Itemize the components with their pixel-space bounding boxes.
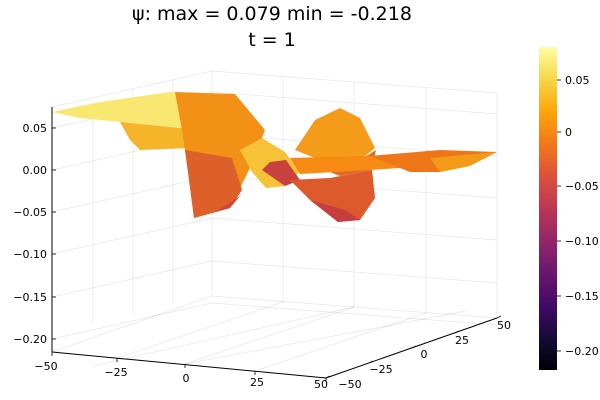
- surface-valley-mid: [262, 160, 300, 186]
- x-tick-label: −50: [34, 360, 57, 373]
- z-tick-label: 0.00: [23, 164, 48, 177]
- surface: [52, 92, 497, 222]
- colorbar: 0.05 0 −0.05 −0.10 −0.15 −0.20: [539, 47, 599, 370]
- colorbar-gradient: [539, 47, 557, 370]
- x-tick-label: 0: [183, 372, 190, 385]
- chart-title: ψ: max = 0.079 min = -0.218: [132, 3, 412, 25]
- colorbar-tick-label: −0.05: [565, 180, 599, 193]
- grid-lines: [51, 70, 498, 372]
- y-tick-label: 50: [497, 319, 511, 332]
- z-tick-label: −0.10: [13, 248, 47, 261]
- z-tick-label: −0.20: [13, 333, 47, 346]
- y-tick-label: 25: [455, 334, 469, 347]
- surface-trough-2-bottom: [310, 200, 360, 222]
- y-tick-label: −50: [338, 378, 361, 391]
- z-tick-label: 0.05: [23, 122, 48, 135]
- y-tick-label: −25: [369, 363, 392, 376]
- surface-trough-1-dark: [185, 150, 242, 218]
- surface-band-edge: [430, 152, 497, 172]
- y-tick-label: 0: [421, 348, 428, 361]
- chart-subtitle: t = 1: [248, 29, 296, 51]
- colorbar-tick-label: 0.05: [565, 74, 590, 87]
- y-axis: −50 −25 0 25 50: [325, 315, 511, 391]
- colorbar-tick-label: −0.20: [565, 345, 599, 358]
- surface-trough-2: [290, 170, 375, 222]
- x-tick-label: −25: [104, 366, 127, 379]
- x-axis: −50 −25 0 25 50: [34, 352, 328, 391]
- x-tick-label: 25: [250, 376, 264, 389]
- z-tick-label: −0.05: [13, 206, 47, 219]
- surface-bump: [295, 108, 375, 160]
- z-axis: 0.05 0.00 −0.05 −0.10 −0.15 −0.20: [13, 122, 56, 346]
- surface-trough-1-bottom: [194, 196, 240, 218]
- colorbar-tick-label: −0.15: [565, 290, 599, 303]
- z-tick-label: −0.15: [13, 291, 47, 304]
- colorbar-tick-label: 0: [565, 126, 572, 139]
- x-tick-label: 50: [314, 378, 328, 391]
- colorbar-tick-label: −0.10: [565, 235, 599, 248]
- axes-3d: [51, 70, 498, 379]
